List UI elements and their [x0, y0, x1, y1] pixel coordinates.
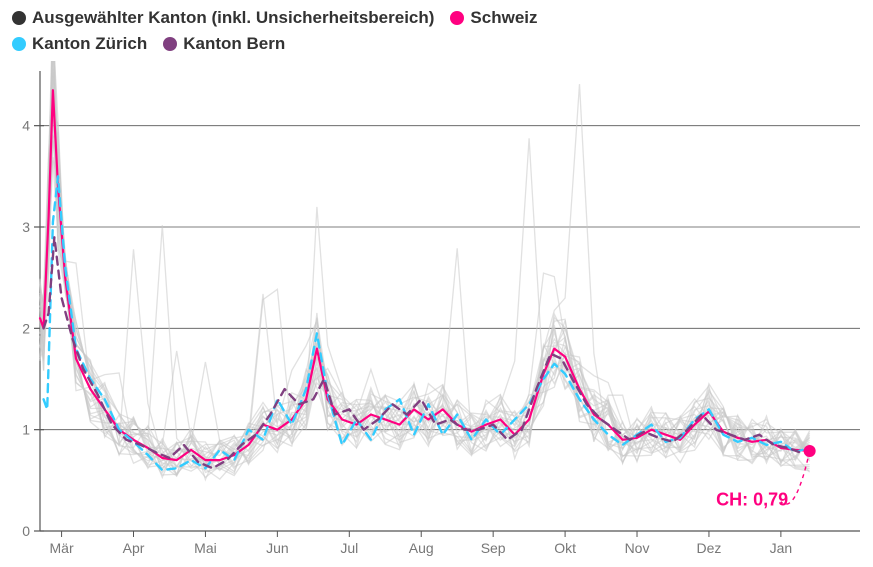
ytick-label: 0 [22, 523, 30, 539]
xtick-label: Dez [696, 540, 721, 556]
xtick-label: Mai [194, 540, 217, 556]
ytick-label: 1 [22, 422, 30, 438]
chart-svg: 0 1 2 3 4 Mär Apr Mai Jun Jul Aug Sep Okt Nov Dez Jan CH… [0, 61, 873, 561]
background-series [40, 69, 810, 468]
ytick-label: 3 [22, 219, 30, 235]
ytick-label: 2 [22, 321, 30, 337]
xtick-label: Apr [123, 540, 145, 556]
legend-item: Kanton Bern [163, 32, 285, 56]
legend-row-2: Kanton Zürich Kanton Bern [12, 32, 861, 58]
legend-label: Kanton Zürich [32, 32, 147, 56]
xtick-label: Jun [266, 540, 289, 556]
legend-row-1: Ausgewählter Kanton (inkl. Unsicherheits… [12, 6, 861, 32]
line-chart: 0 1 2 3 4 Mär Apr Mai Jun Jul Aug Sep Okt Nov Dez Jan CH… [0, 61, 873, 561]
xtick-label: Aug [409, 540, 434, 556]
annotation-label: CH: 0,79 [716, 490, 788, 510]
legend-item: Kanton Zürich [12, 32, 147, 56]
legend-item: Ausgewählter Kanton (inkl. Unsicherheits… [12, 6, 434, 30]
legend-dot-icon [12, 37, 26, 51]
legend-label: Kanton Bern [183, 32, 285, 56]
xtick-label: Okt [554, 540, 576, 556]
legend: Ausgewählter Kanton (inkl. Unsicherheits… [0, 0, 873, 61]
legend-label: Schweiz [470, 6, 537, 30]
legend-dot-icon [163, 37, 177, 51]
xtick-label: Sep [481, 540, 506, 556]
legend-label: Ausgewählter Kanton (inkl. Unsicherheits… [32, 6, 434, 30]
legend-dot-icon [450, 11, 464, 25]
xtick-label: Nov [625, 540, 650, 556]
legend-item: Schweiz [450, 6, 537, 30]
xtick-label: Jan [770, 540, 793, 556]
xtick-label: Mär [50, 540, 74, 556]
xtick-label: Jul [340, 540, 358, 556]
legend-dot-icon [12, 11, 26, 25]
ytick-label: 4 [22, 118, 30, 134]
